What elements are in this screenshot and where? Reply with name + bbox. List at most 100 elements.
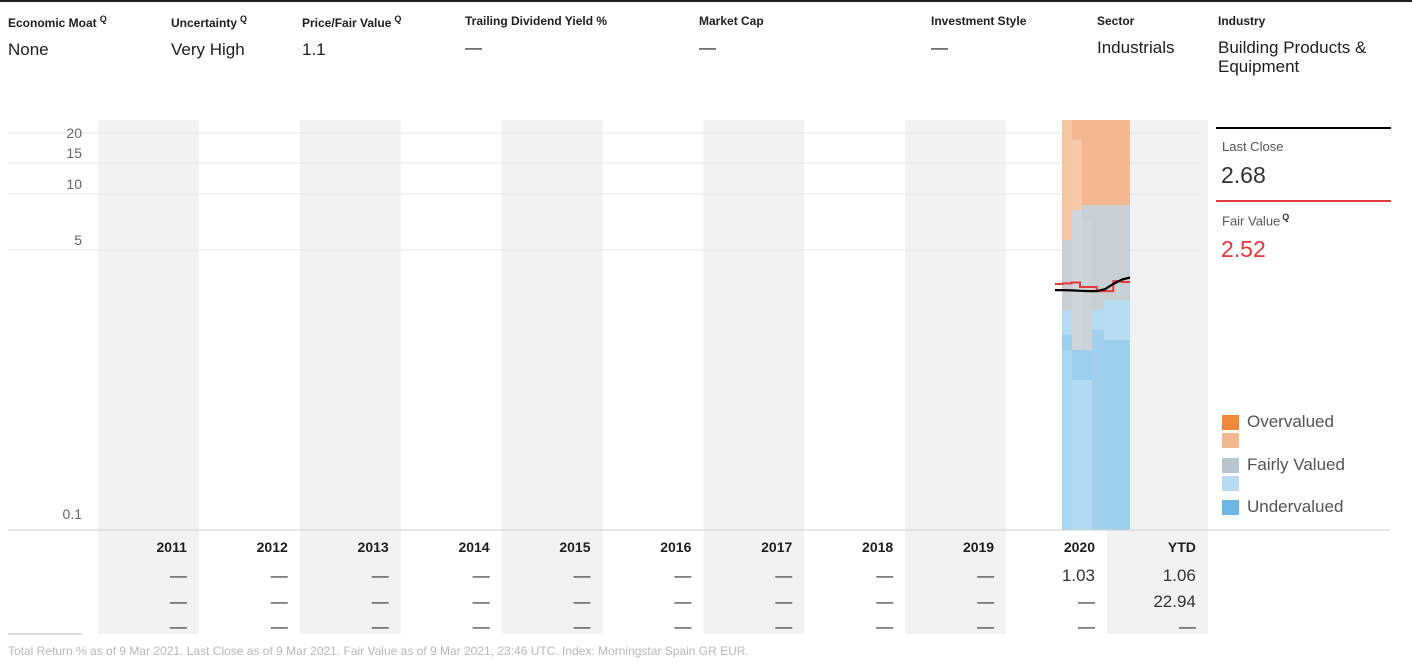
table-cell: — [775, 592, 792, 611]
year-label: 2016 [660, 539, 691, 555]
table-cell: 22.94 [1153, 592, 1196, 611]
table-cell: — [1179, 617, 1196, 636]
info-q-icon[interactable]: Q [240, 14, 248, 24]
table-cell: — [170, 592, 187, 611]
header-industry: Industry Building Products & Equipment [1218, 14, 1388, 76]
year-label: 2013 [358, 539, 389, 555]
top-rule [0, 0, 1412, 2]
table-cell: — [473, 592, 490, 611]
valuation-band-step [1072, 210, 1082, 350]
year-column-shade [501, 120, 603, 634]
legend-swatch [1222, 476, 1239, 491]
header-value: 1.1 [302, 40, 326, 59]
legend-swatch [1222, 499, 1239, 515]
header-price-fair-value: Price/Fair Value Q 1.1 [302, 14, 401, 59]
last-close-value: 2.68 [1221, 162, 1266, 188]
table-cell: — [271, 566, 288, 585]
header-value: None [8, 40, 49, 59]
year-label: 2014 [458, 539, 489, 555]
header-label: Industry [1218, 14, 1266, 28]
year-label: 2015 [559, 539, 590, 555]
year-label: YTD [1168, 539, 1196, 555]
table-cell: — [170, 617, 187, 636]
header-value: — [931, 38, 948, 57]
legend-label: Overvalued [1247, 412, 1334, 431]
info-q-icon[interactable]: Q [1282, 212, 1290, 222]
table-cell: — [271, 617, 288, 636]
legend-swatch [1222, 414, 1239, 430]
year-column-shade [299, 120, 401, 634]
y-tick-label: 20 [66, 125, 82, 141]
legend-overvalued-light [1222, 433, 1239, 448]
table-cell: 1.03 [1062, 566, 1095, 585]
year-label: 2019 [963, 539, 994, 555]
valuation-band-step [1082, 220, 1092, 350]
table-cell: — [1078, 592, 1095, 611]
table-cell: 1.06 [1163, 566, 1196, 585]
legend-undervalued: Undervalued [1222, 497, 1343, 517]
legend-label: Undervalued [1247, 497, 1344, 516]
valuation-band-step [1072, 140, 1082, 210]
table-cell: — [1078, 617, 1095, 636]
header-label: Investment Style [931, 14, 1027, 28]
header-uncertainty: Uncertainty Q Very High [171, 14, 247, 59]
table-cell: — [271, 592, 288, 611]
y-tick-label: 5 [74, 232, 82, 248]
legend-label: Fairly Valued [1247, 455, 1345, 474]
info-q-icon[interactable]: Q [394, 14, 402, 24]
header-value: Building Products & Equipment [1218, 38, 1367, 76]
table-cell: — [876, 566, 893, 585]
legend-overvalued: Overvalued [1222, 412, 1334, 432]
valuation-band-step [1072, 380, 1092, 530]
header-value: — [465, 38, 482, 57]
legend-fairly-valued: Fairly Valued [1222, 455, 1345, 475]
last-close-label: Last Close [1222, 139, 1284, 154]
y-tick-label: 10 [66, 176, 82, 192]
table-cell: — [977, 592, 994, 611]
valuation-band-step [1062, 350, 1072, 530]
header-label: Sector [1097, 14, 1135, 28]
table-cell: — [574, 566, 591, 585]
table-cell: — [674, 566, 691, 585]
year-label: 2012 [257, 539, 288, 555]
table-cell: — [574, 617, 591, 636]
table-cell: — [674, 617, 691, 636]
header-label: Uncertainty [171, 16, 238, 30]
legend-swatch [1222, 433, 1239, 448]
table-cell: — [876, 592, 893, 611]
header-economic-moat: Economic Moat Q None [8, 14, 107, 59]
valuation-band-step [1062, 120, 1072, 240]
table-cell: — [977, 566, 994, 585]
year-label: 2020 [1064, 539, 1095, 555]
table-cell: — [473, 617, 490, 636]
last-close-line [1055, 276, 1131, 293]
header-value: — [699, 38, 716, 57]
table-cell: — [372, 617, 389, 636]
table-cell: — [372, 566, 389, 585]
table-cell: — [170, 566, 187, 585]
header-label: Price/Fair Value [302, 16, 392, 30]
table-cell: — [775, 617, 792, 636]
table-cell: — [372, 592, 389, 611]
fair-value-label-wrap: Fair Value Q [1222, 212, 1289, 228]
year-label: 2017 [761, 539, 792, 555]
valuation-band-step [1104, 300, 1130, 340]
table-cell: — [674, 592, 691, 611]
footnote: Total Return % as of 9 Mar 2021. Last Cl… [8, 644, 749, 658]
info-q-icon[interactable]: Q [99, 14, 107, 24]
table-cell: — [775, 566, 792, 585]
header-dividend-yield: Trailing Dividend Yield % — [465, 14, 607, 57]
valuation-band-step [1092, 330, 1104, 530]
table-cell: — [473, 566, 490, 585]
year-column-shade [905, 120, 1007, 634]
legend-undervalued-light [1222, 476, 1239, 491]
y-tick-label: 15 [66, 145, 82, 161]
fair-value-label: Fair Value [1222, 213, 1281, 229]
year-column-shade [98, 120, 199, 634]
y-tick-label: 0.1 [63, 506, 83, 522]
header-label: Market Cap [699, 14, 764, 28]
header-investment-style: Investment Style — [931, 14, 1026, 57]
header-value: Industrials [1097, 38, 1175, 57]
header-value: Very High [171, 40, 245, 59]
